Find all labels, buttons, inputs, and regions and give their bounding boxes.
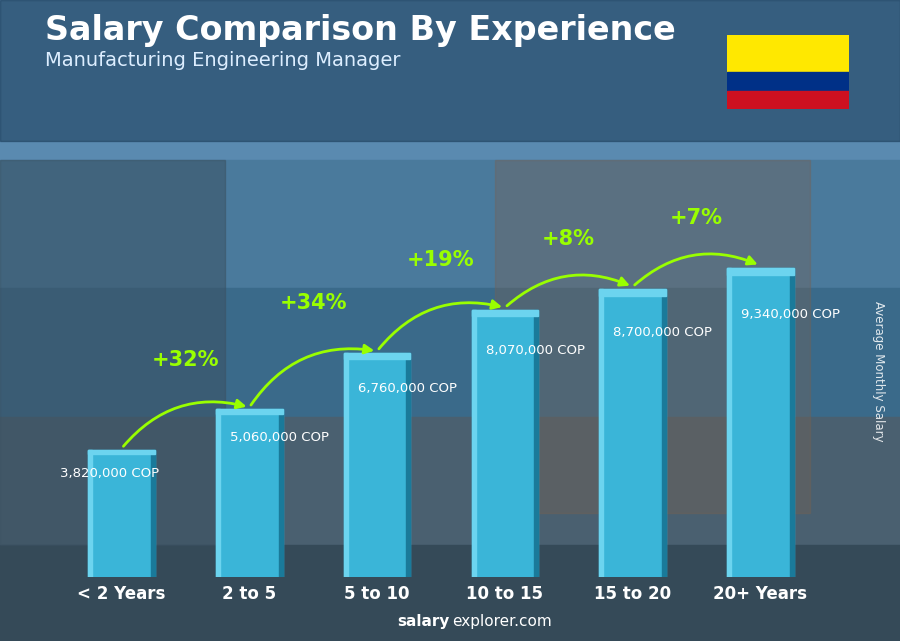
Bar <box>472 310 475 577</box>
Bar <box>88 451 155 577</box>
Bar <box>727 72 849 90</box>
Bar <box>0 160 900 288</box>
Bar <box>727 267 731 577</box>
Text: Salary Comparison By Experience: Salary Comparison By Experience <box>45 14 676 47</box>
Bar <box>599 288 603 577</box>
Bar <box>0 160 225 545</box>
Bar <box>216 410 220 577</box>
Bar <box>151 451 155 577</box>
Bar <box>662 288 666 577</box>
Bar <box>727 90 849 109</box>
Text: 6,760,000 COP: 6,760,000 COP <box>358 382 457 395</box>
Bar <box>472 310 538 316</box>
Bar <box>216 410 283 577</box>
Text: explorer.com: explorer.com <box>452 615 552 629</box>
Text: salary: salary <box>398 615 450 629</box>
Text: 5,060,000 COP: 5,060,000 COP <box>230 431 329 444</box>
Text: 3,820,000 COP: 3,820,000 COP <box>60 467 159 480</box>
Bar <box>534 310 538 577</box>
Text: 8,700,000 COP: 8,700,000 COP <box>614 326 713 339</box>
Text: +8%: +8% <box>542 229 595 249</box>
Bar <box>789 267 794 577</box>
Text: +7%: +7% <box>670 208 723 228</box>
Text: +32%: +32% <box>152 349 220 370</box>
Bar <box>727 267 794 577</box>
Bar <box>344 353 348 577</box>
Bar <box>88 451 155 454</box>
Bar <box>88 451 93 577</box>
Bar <box>599 288 666 296</box>
Bar <box>407 353 410 577</box>
Text: 8,070,000 COP: 8,070,000 COP <box>486 344 585 358</box>
Bar <box>344 353 410 358</box>
Text: +34%: +34% <box>280 294 347 313</box>
Text: Average Monthly Salary: Average Monthly Salary <box>872 301 885 442</box>
Bar <box>0 417 900 545</box>
Bar <box>279 410 283 577</box>
Bar <box>0 0 900 160</box>
Text: +19%: +19% <box>407 250 475 270</box>
Bar <box>495 160 810 513</box>
Bar <box>0 545 900 641</box>
Bar <box>0 288 900 417</box>
Bar <box>599 288 666 577</box>
Bar <box>216 410 283 413</box>
Bar <box>727 267 794 275</box>
Bar <box>0 0 900 141</box>
Text: Manufacturing Engineering Manager: Manufacturing Engineering Manager <box>45 51 400 71</box>
Bar <box>344 353 410 577</box>
Bar <box>472 310 538 577</box>
Text: 9,340,000 COP: 9,340,000 COP <box>742 308 841 320</box>
Bar <box>727 35 849 72</box>
